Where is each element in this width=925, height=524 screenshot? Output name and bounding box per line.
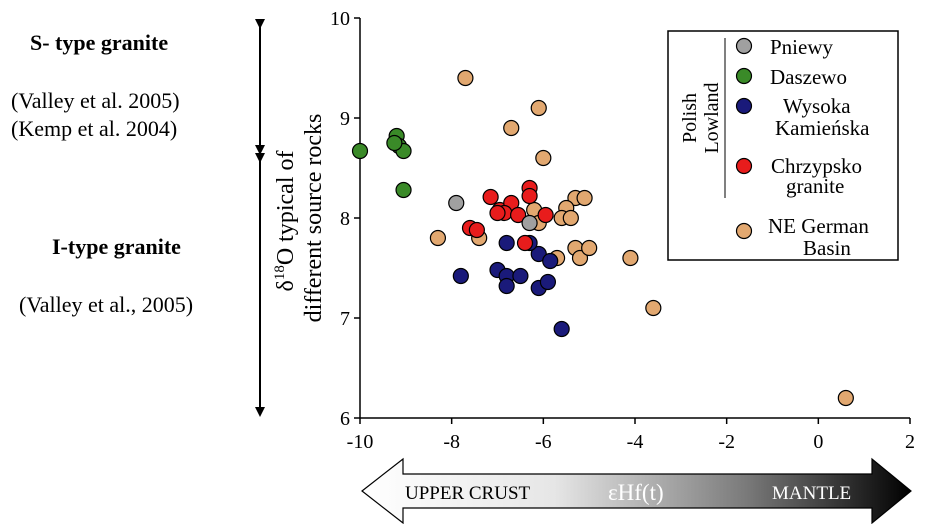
data-point xyxy=(489,204,506,222)
legend-label: Pniewy xyxy=(770,35,834,59)
x-tick-label: -10 xyxy=(347,431,374,453)
data-point xyxy=(482,188,499,206)
s-type-ref-valley: (Valley et al. 2005) xyxy=(11,88,180,113)
upper-crust-label: UPPER CRUST xyxy=(405,483,531,504)
data-point xyxy=(512,267,529,285)
data-point xyxy=(542,252,559,270)
mantle-label: MANTLE xyxy=(772,483,851,504)
data-point xyxy=(622,249,639,267)
data-point xyxy=(386,134,403,152)
data-point xyxy=(576,189,593,207)
data-point xyxy=(457,69,474,87)
x-tick-label: -4 xyxy=(627,431,644,453)
data-point xyxy=(510,206,527,224)
data-point xyxy=(521,187,538,205)
data-point xyxy=(468,221,485,239)
data-point xyxy=(452,267,469,285)
data-point xyxy=(537,206,554,224)
i-type-ref-valley: (Valley et al., 2005) xyxy=(19,292,194,317)
legend-marker xyxy=(735,222,753,240)
y-tick-label: 7 xyxy=(340,308,350,330)
axes: -10 -8 -6 -4 -2 0 2 6 7 8 9 10 xyxy=(330,8,915,453)
legend-marker xyxy=(735,67,753,85)
x-tick-label: -6 xyxy=(535,431,552,453)
legend-box xyxy=(667,30,899,261)
legend-label: Chrzypsko xyxy=(771,154,862,178)
data-point xyxy=(645,299,662,317)
legend-marker xyxy=(735,157,753,175)
legend-marker xyxy=(735,37,753,55)
data-point xyxy=(553,320,570,338)
legend-group-label: PolishLowland xyxy=(679,82,723,153)
data-point xyxy=(837,389,854,407)
data-point xyxy=(498,277,515,295)
x-tick-label: 0 xyxy=(813,431,823,453)
legend-label: granite xyxy=(786,174,844,198)
data-point xyxy=(448,194,465,212)
y-tick-label: 6 xyxy=(340,408,350,430)
data-point xyxy=(521,214,538,232)
legend-marker xyxy=(735,97,753,115)
crust-mantle-arrow: UPPER CRUST εHf(t) MANTLE xyxy=(361,457,912,524)
y-tick-label: 10 xyxy=(330,8,350,30)
data-point xyxy=(535,149,552,167)
x-tick-label: 2 xyxy=(905,431,915,453)
y-axis-label: δ18O typical of different source rocks xyxy=(272,114,327,323)
data-point xyxy=(539,273,557,291)
data-points xyxy=(351,69,854,407)
s-type-ref-kemp: (Kemp et al. 2004) xyxy=(11,116,178,141)
data-point xyxy=(503,119,520,137)
x-tick-label: -2 xyxy=(718,431,735,453)
legend-label: Basin xyxy=(803,236,851,260)
legend-label: Wysoka xyxy=(783,94,851,118)
data-point xyxy=(571,249,589,267)
ehf-label: εHf(t) xyxy=(608,480,664,505)
data-point xyxy=(351,142,369,160)
legend-label: Kamieńska xyxy=(775,116,870,140)
data-point xyxy=(498,234,515,252)
y-tick-label: 8 xyxy=(340,208,350,230)
data-point xyxy=(395,181,412,199)
data-point xyxy=(562,209,579,227)
y-tick-label: 9 xyxy=(340,108,350,130)
s-type-title: S- type granite xyxy=(30,30,169,55)
legend-label: Daszewo xyxy=(770,65,847,89)
data-point xyxy=(429,229,447,247)
legend: PolishLowland Pniewy Daszewo WysokaKamieńs… xyxy=(667,30,899,261)
x-tick-label: -8 xyxy=(443,431,460,453)
i-type-title: I-type granite xyxy=(52,234,181,259)
data-point xyxy=(581,239,598,257)
legend-label: NE German xyxy=(768,214,869,238)
data-point xyxy=(516,234,534,252)
data-point xyxy=(530,99,547,117)
